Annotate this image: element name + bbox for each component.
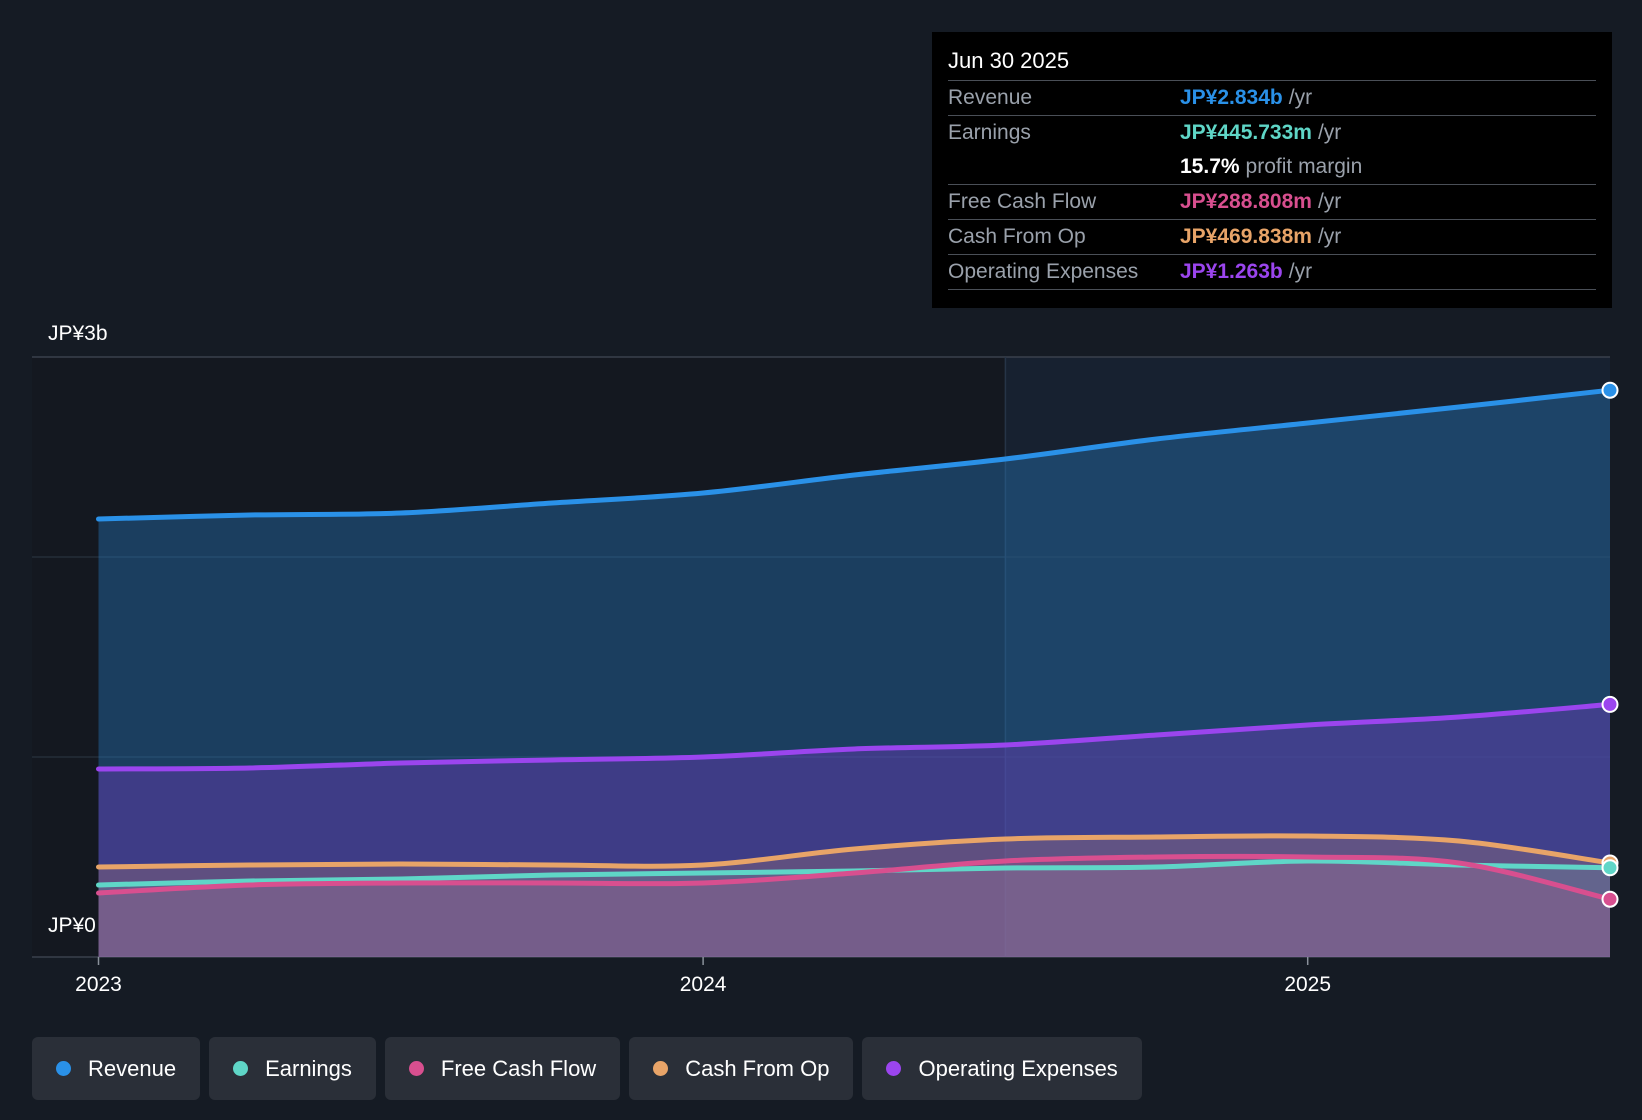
tooltip-row-revenue: Revenue JP¥2.834b /yr (948, 81, 1596, 116)
tooltip-value: JP¥445.733m (1180, 121, 1312, 144)
tooltip-date: Jun 30 2025 (948, 46, 1596, 81)
y-axis-bottom-label: JP¥0 (48, 914, 96, 937)
legend-dot-icon (408, 1061, 424, 1076)
tooltip-label: Cash From Op (948, 225, 1086, 248)
tooltip-row-free-cash-flow: Free Cash Flow JP¥288.808m /yr (948, 185, 1596, 220)
legend-label: Operating Expenses (918, 1055, 1118, 1081)
line-cash-from-op (96, 833, 1613, 870)
endpoint-free-cash-flow[interactable] (1601, 890, 1619, 908)
area-free-cash-flow (98, 856, 1611, 957)
area-revenue (98, 390, 1611, 957)
tooltip-value: JP¥469.838m (1180, 225, 1312, 248)
legend-dot-icon (886, 1061, 902, 1076)
tooltip-margin-value: 15.7% (1180, 155, 1240, 178)
tooltip-unit: /yr (1317, 225, 1342, 248)
tooltip-row-earnings: Earnings JP¥445.733m /yr (948, 116, 1596, 150)
series-areas (98, 390, 1611, 957)
tooltip-row-cash-from-op: Cash From Op JP¥469.838m /yr (948, 220, 1596, 255)
line-operating-expenses (96, 701, 1613, 772)
tooltip-value: JP¥1.263b (1180, 260, 1283, 283)
tooltip-unit: /yr (1317, 190, 1342, 213)
tooltip-row-profit-margin: 15.7% profit margin (948, 150, 1596, 185)
past-region-shade (32, 357, 1006, 957)
legend-item-operating-expenses[interactable]: Operating Expenses (862, 1037, 1142, 1100)
tooltip-margin-label: profit margin (1245, 155, 1363, 178)
endpoint-revenue[interactable] (1601, 381, 1619, 399)
tooltip-unit: /yr (1288, 86, 1313, 109)
legend-label: Earnings (265, 1055, 352, 1081)
tooltip-unit: /yr (1288, 260, 1313, 283)
x-tick-label: 2023 (75, 973, 122, 996)
tooltip-unit: /yr (1317, 121, 1342, 144)
legend: Revenue Earnings Free Cash Flow Cash Fro… (32, 1037, 1142, 1100)
legend-dot-icon (56, 1061, 71, 1076)
tooltip-label: Revenue (948, 86, 1033, 109)
line-revenue (96, 387, 1613, 522)
legend-item-revenue[interactable]: Revenue (32, 1037, 201, 1100)
legend-label: Free Cash Flow (440, 1055, 597, 1081)
tooltip-label: Earnings (948, 121, 1031, 144)
y-axis-top-label: JP¥3b (48, 322, 108, 345)
series-lines (96, 387, 1613, 902)
area-operating-expenses (98, 704, 1611, 957)
tooltip-value: JP¥288.808m (1180, 190, 1312, 213)
line-free-cash-flow (96, 853, 1613, 902)
x-axis: 2023 2024 2025 (75, 957, 1331, 996)
tooltip: Jun 30 2025 Revenue JP¥2.834b /yr Earnin… (932, 32, 1612, 308)
legend-dot-icon (233, 1061, 249, 1076)
endpoint-earnings[interactable] (1601, 859, 1619, 877)
x-tick-label: 2025 (1284, 973, 1331, 996)
tooltip-value: JP¥2.834b (1180, 86, 1283, 109)
tooltip-label: Free Cash Flow (948, 190, 1097, 213)
legend-label: Revenue (88, 1055, 177, 1081)
x-tick-label: 2024 (680, 973, 727, 996)
endpoint-operating-expenses[interactable] (1601, 695, 1619, 713)
legend-label: Cash From Op (685, 1055, 830, 1081)
series-endpoints (1601, 381, 1619, 908)
legend-item-cash-from-op[interactable]: Cash From Op (629, 1037, 854, 1100)
legend-item-free-cash-flow[interactable]: Free Cash Flow (384, 1037, 621, 1100)
tooltip-row-operating-expenses: Operating Expenses JP¥1.263b /yr (948, 255, 1596, 290)
legend-dot-icon (653, 1061, 669, 1076)
tooltip-label: Operating Expenses (948, 260, 1139, 283)
legend-item-earnings[interactable]: Earnings (209, 1037, 376, 1100)
